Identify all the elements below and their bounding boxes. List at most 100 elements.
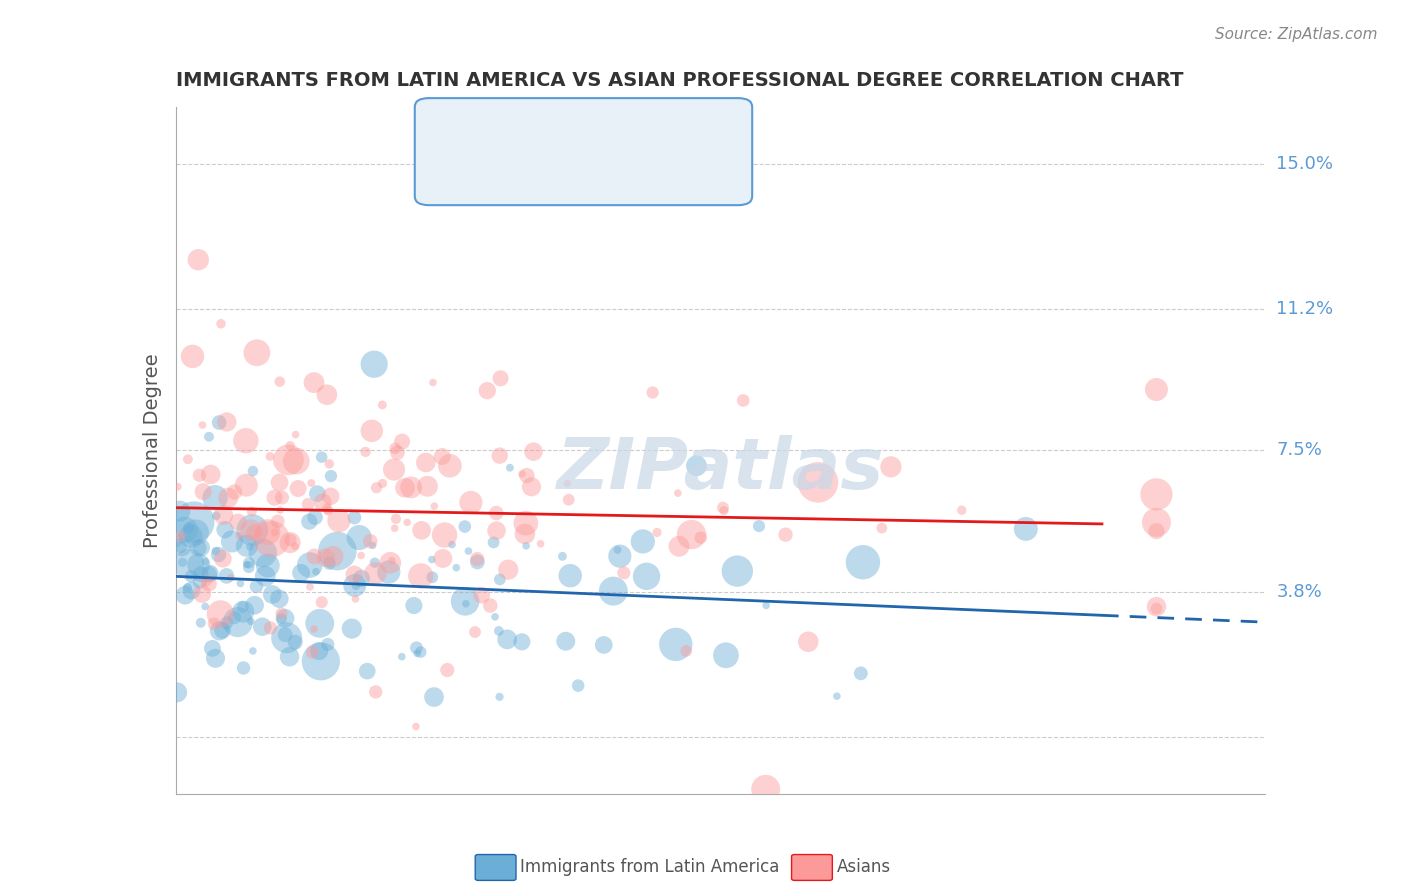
- Immigrants from Latin America: [350, 572, 373, 586]
- Asians: [359, 534, 381, 549]
- Asians: [411, 524, 433, 538]
- Asians: [513, 527, 536, 541]
- Immigrants from Latin America: [409, 645, 432, 659]
- Asians: [259, 450, 281, 464]
- Asians: [381, 553, 404, 567]
- Asians: [1146, 487, 1168, 501]
- Immigrants from Latin America: [208, 416, 231, 430]
- Asians: [613, 566, 636, 580]
- Asians: [191, 484, 214, 499]
- Asians: [280, 533, 302, 547]
- Text: R =  -0.136    N = 138: R = -0.136 N = 138: [488, 125, 707, 143]
- Immigrants from Latin America: [316, 637, 339, 651]
- Asians: [371, 398, 394, 412]
- Asians: [681, 527, 703, 541]
- Immigrants from Latin America: [254, 569, 277, 583]
- Asians: [689, 531, 711, 545]
- Immigrants from Latin America: [602, 584, 624, 599]
- Immigrants from Latin America: [307, 486, 329, 500]
- Asians: [277, 452, 299, 467]
- Immigrants from Latin America: [755, 599, 778, 613]
- Asians: [344, 591, 367, 606]
- Immigrants from Latin America: [190, 615, 212, 630]
- Immigrants from Latin America: [748, 519, 770, 533]
- Immigrants from Latin America: [274, 627, 297, 641]
- Asians: [259, 621, 281, 635]
- Asians: [471, 588, 494, 602]
- Immigrants from Latin America: [340, 622, 363, 636]
- Immigrants from Latin America: [194, 599, 217, 614]
- Asians: [477, 384, 499, 398]
- Asians: [269, 503, 291, 517]
- Immigrants from Latin America: [190, 567, 212, 582]
- Asians: [755, 782, 778, 797]
- Immigrants from Latin America: [183, 515, 205, 529]
- Asians: [315, 550, 337, 565]
- Asians: [422, 376, 444, 390]
- Asians: [209, 317, 232, 331]
- Asians: [399, 480, 422, 494]
- Immigrants from Latin America: [238, 560, 260, 574]
- Asians: [177, 452, 200, 467]
- Immigrants from Latin America: [482, 535, 505, 549]
- Immigrants from Latin America: [170, 540, 193, 554]
- Asians: [405, 720, 427, 734]
- Immigrants from Latin America: [714, 648, 737, 663]
- Immigrants from Latin America: [304, 510, 326, 524]
- Immigrants from Latin America: [204, 491, 226, 505]
- Immigrants from Latin America: [207, 548, 229, 562]
- Immigrants from Latin America: [232, 605, 254, 619]
- Asians: [217, 491, 239, 505]
- Asians: [460, 495, 482, 509]
- Text: 15.0%: 15.0%: [1277, 155, 1333, 173]
- Asians: [316, 501, 339, 516]
- Asians: [711, 500, 734, 515]
- Asians: [489, 371, 512, 385]
- Immigrants from Latin America: [170, 540, 193, 554]
- Text: R =  -0.029    N = 144: R = -0.029 N = 144: [488, 161, 707, 178]
- Immigrants from Latin America: [173, 523, 195, 537]
- Text: 7.5%: 7.5%: [1277, 442, 1322, 459]
- Immigrants from Latin America: [364, 556, 387, 570]
- Immigrants from Latin America: [551, 549, 574, 564]
- Asians: [464, 625, 486, 640]
- Immigrants from Latin America: [852, 555, 875, 569]
- Immigrants from Latin America: [180, 583, 202, 598]
- Asians: [239, 523, 262, 537]
- Immigrants from Latin America: [236, 558, 259, 572]
- Asians: [515, 516, 537, 530]
- Asians: [496, 563, 519, 577]
- Immigrants from Latin America: [215, 615, 238, 630]
- Immigrants from Latin America: [554, 634, 576, 648]
- Asians: [797, 634, 820, 648]
- Asians: [713, 503, 735, 517]
- Asians: [311, 595, 333, 609]
- Asians: [167, 480, 190, 494]
- Immigrants from Latin America: [240, 523, 263, 537]
- Asians: [235, 434, 257, 448]
- Asians: [299, 476, 322, 491]
- Immigrants from Latin America: [454, 594, 477, 608]
- Asians: [1146, 524, 1168, 538]
- Asians: [520, 480, 543, 494]
- Immigrants from Latin America: [592, 638, 614, 652]
- Asians: [439, 458, 461, 473]
- Asians: [950, 503, 973, 517]
- Asians: [169, 529, 191, 543]
- Asians: [409, 569, 432, 583]
- Immigrants from Latin America: [361, 538, 384, 552]
- Asians: [465, 552, 488, 566]
- Asians: [318, 457, 340, 471]
- Asians: [488, 449, 510, 463]
- Asians: [384, 521, 406, 535]
- Immigrants from Latin America: [252, 546, 274, 560]
- Asians: [328, 514, 350, 528]
- Asians: [269, 475, 291, 490]
- Text: Asians: Asians: [837, 858, 890, 876]
- Asians: [371, 476, 394, 491]
- Asians: [235, 478, 257, 492]
- Immigrants from Latin America: [606, 542, 628, 557]
- Asians: [870, 521, 893, 535]
- Asians: [263, 491, 285, 505]
- Text: IMMIGRANTS FROM LATIN AMERICA VS ASIAN PROFESSIONAL DEGREE CORRELATION CHART: IMMIGRANTS FROM LATIN AMERICA VS ASIAN P…: [176, 71, 1184, 90]
